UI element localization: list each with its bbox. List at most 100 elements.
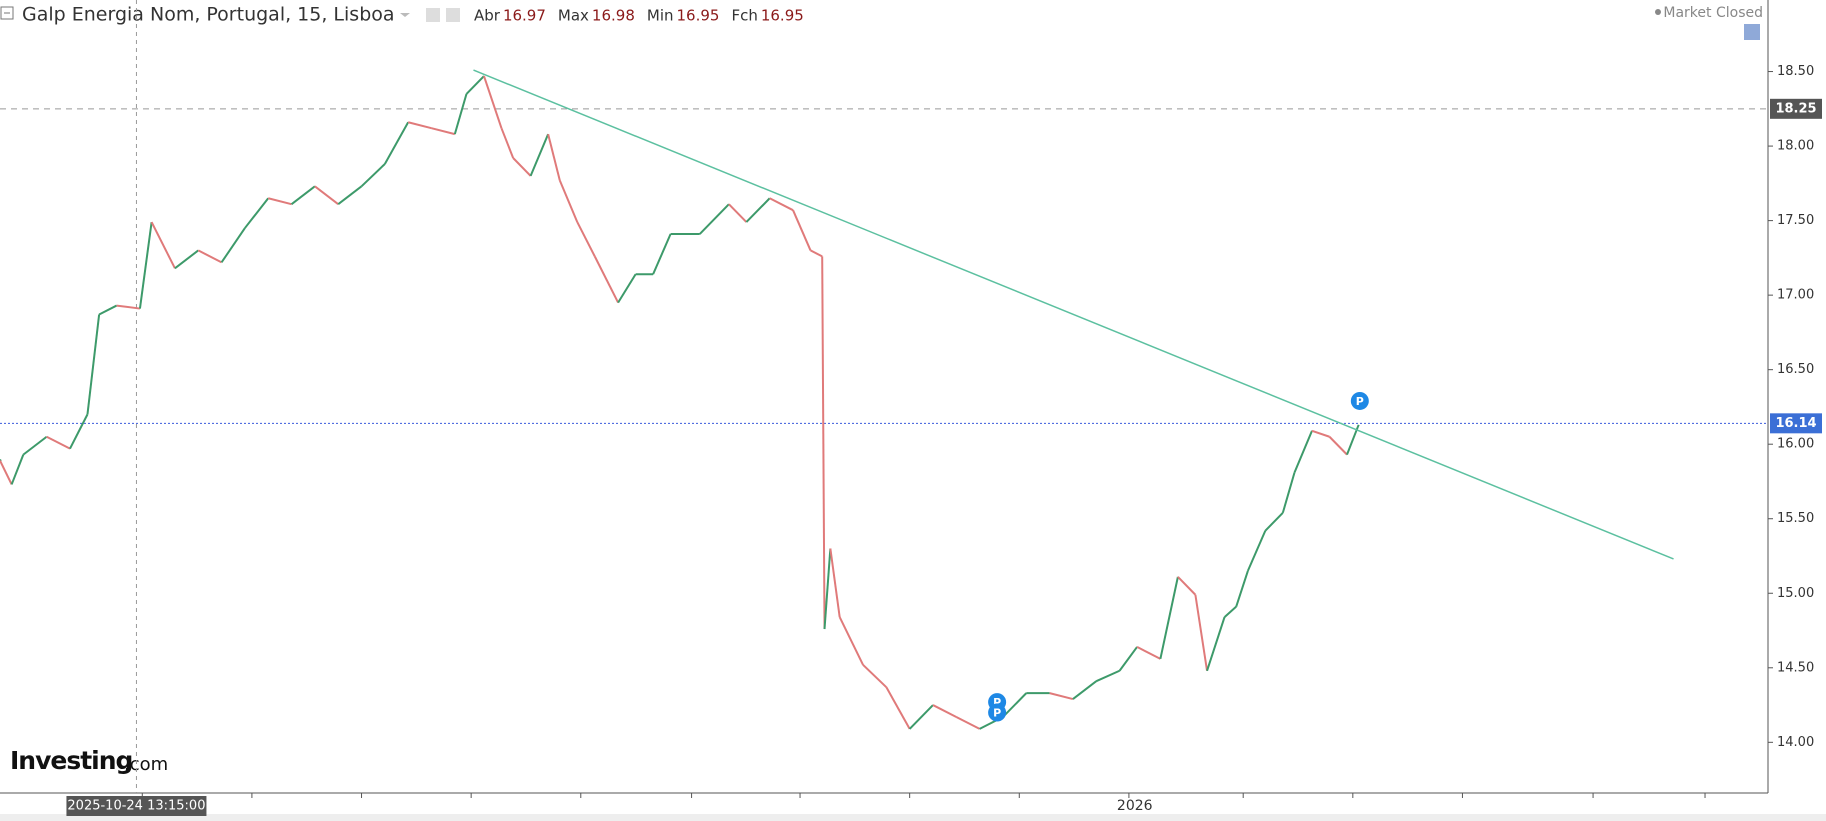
ohlc-value: 16.98 xyxy=(592,7,635,25)
price-segment xyxy=(821,256,826,630)
y-tick-label: 15.50 xyxy=(1777,511,1814,526)
y-tick-label: 14.50 xyxy=(1777,660,1814,675)
price-segment xyxy=(116,304,141,310)
trendline xyxy=(473,69,1674,560)
ohlc-value: 16.97 xyxy=(503,7,546,25)
market-status: Market Closed xyxy=(1663,5,1763,21)
price-line-label: 16.14 xyxy=(1775,416,1816,431)
price-segment xyxy=(1246,530,1267,572)
price-segment xyxy=(150,221,176,269)
event-marker xyxy=(988,703,1007,722)
event-marker-label: P xyxy=(993,696,1001,709)
price-segment xyxy=(1281,472,1296,514)
logo-suffix: .com xyxy=(124,754,168,775)
price-segment xyxy=(652,233,672,275)
price-segment xyxy=(885,686,911,730)
price-segment xyxy=(512,157,532,177)
y-tick-label: 14.00 xyxy=(1777,735,1814,750)
ohlc-value: 16.95 xyxy=(761,7,804,25)
price-segment xyxy=(138,221,153,309)
event-marker-label: P xyxy=(1356,395,1364,408)
collapse-icon[interactable] xyxy=(0,6,14,20)
price-segment xyxy=(1136,646,1161,660)
price-segment xyxy=(431,127,456,136)
price-segment xyxy=(728,203,748,223)
price-segment xyxy=(1293,430,1313,473)
price-segment xyxy=(0,460,13,485)
chart-title: Galp Energia Nom, Portugal, 15, Lisboa xyxy=(22,4,395,26)
crosshair-label-box xyxy=(66,796,207,816)
price-segment xyxy=(220,227,246,263)
ohlc-label: Fch xyxy=(731,7,757,25)
price-segment xyxy=(908,704,934,730)
price-segment xyxy=(337,185,363,206)
price-segment xyxy=(617,273,637,304)
price-segment xyxy=(792,209,812,251)
bottom-strip xyxy=(0,814,1826,821)
price-segment xyxy=(453,93,468,135)
price-line-label: 18.25 xyxy=(1775,101,1816,116)
price-segment xyxy=(290,185,316,206)
y-tick-label: 17.00 xyxy=(1777,288,1814,303)
price-segment xyxy=(1177,576,1197,596)
y-tick-label: 16.50 xyxy=(1777,362,1814,377)
price-segment xyxy=(955,716,981,730)
price-segment xyxy=(407,121,432,130)
logo-main: Investing xyxy=(10,746,132,775)
price-segment xyxy=(745,197,771,223)
price-segment xyxy=(932,704,957,718)
settings-icon[interactable] xyxy=(446,8,460,22)
price-segment xyxy=(1118,646,1138,672)
y-tick-label: 17.50 xyxy=(1777,213,1814,228)
price-segment xyxy=(174,249,199,270)
price-segment xyxy=(10,454,25,485)
price-segment xyxy=(1159,576,1179,660)
price-segment xyxy=(1223,605,1237,618)
price-line-box xyxy=(1770,98,1822,119)
price-line-box xyxy=(1770,413,1822,434)
x-tick-label: 2026 xyxy=(1117,798,1153,814)
event-marker xyxy=(1350,391,1369,410)
price-segment xyxy=(1311,429,1330,438)
ohlc-label: Min xyxy=(647,7,674,25)
y-tick-label: 15.00 xyxy=(1777,586,1814,601)
price-segment xyxy=(483,75,503,129)
price-segment xyxy=(1194,594,1209,671)
ohlc-label: Max xyxy=(558,7,589,25)
price-segment xyxy=(267,197,292,206)
price-segment xyxy=(1264,512,1284,532)
ohlc-legend: Abr 16.97 Max 16.98 Min 16.95 Fch 16.95 xyxy=(474,7,804,25)
price-segment xyxy=(360,163,386,188)
price-segment xyxy=(558,179,579,223)
ohlc-label: Abr xyxy=(474,7,501,25)
price-segment xyxy=(1328,436,1348,456)
status-dot xyxy=(1655,9,1661,15)
event-marker-label: P xyxy=(993,707,1001,720)
title-dropdown[interactable] xyxy=(400,13,410,17)
price-segment xyxy=(810,249,823,258)
y-tick-label: 18.00 xyxy=(1777,139,1814,154)
price-segment xyxy=(699,203,730,235)
price-segment xyxy=(862,664,888,688)
price-segment xyxy=(1206,616,1226,672)
price-segment xyxy=(1072,680,1097,700)
price-segment xyxy=(86,314,101,415)
scale-button[interactable] xyxy=(1744,24,1760,40)
price-segment xyxy=(829,548,841,618)
price-segment xyxy=(1049,692,1074,701)
price-segment xyxy=(529,133,550,177)
crosshair-label: 2025-10-24 13:15:00 xyxy=(67,799,205,814)
price-segment xyxy=(465,75,485,95)
price-segment xyxy=(69,413,89,450)
price-segment xyxy=(838,616,864,666)
price-segment xyxy=(1095,669,1120,683)
price-segment xyxy=(593,255,619,304)
price-segment xyxy=(576,221,596,257)
price-segment xyxy=(314,185,339,206)
price-segment xyxy=(1002,692,1027,718)
price-segment xyxy=(22,435,48,456)
price-segment xyxy=(769,197,794,212)
price-segment xyxy=(98,304,118,316)
settings-icon[interactable] xyxy=(426,8,440,22)
